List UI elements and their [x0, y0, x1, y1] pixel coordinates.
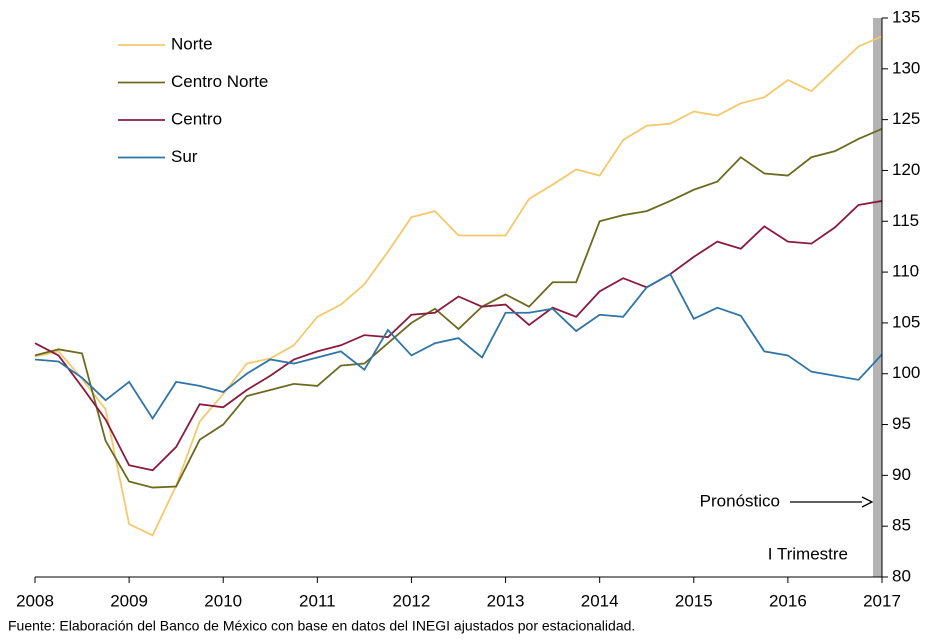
y-tick-label: 120 [892, 160, 920, 179]
x-tick-label: 2010 [204, 591, 242, 610]
x-tick-label: 2016 [769, 591, 807, 610]
y-tick-label: 115 [892, 211, 919, 230]
x-tick-label: 2014 [581, 591, 619, 610]
series-line [34, 127, 883, 489]
annotation: Pronóstico [700, 491, 780, 510]
y-tick-label: 135 [892, 7, 920, 26]
series-line [34, 200, 883, 472]
y-tick-label: 105 [892, 312, 920, 331]
legend-label: Centro Norte [171, 72, 268, 91]
y-tick-label: 100 [892, 363, 920, 382]
y-tick-label: 95 [892, 414, 911, 433]
forecast-band [873, 18, 882, 577]
arrow-head [861, 496, 874, 508]
x-tick-label: 2009 [110, 591, 148, 610]
x-tick-label: 2017 [863, 591, 901, 610]
x-tick-label: 2013 [487, 591, 525, 610]
y-tick-label: 80 [892, 566, 911, 585]
y-tick-label: 130 [892, 58, 920, 77]
x-tick-label: 2015 [675, 591, 713, 610]
legend-label: Norte [171, 34, 213, 53]
y-tick-label: 85 [892, 516, 911, 535]
series-line [34, 272, 883, 421]
y-tick-label: 110 [892, 262, 919, 281]
annotation: I Trimestre [768, 544, 848, 563]
legend-label: Centro [171, 109, 222, 128]
x-tick-label: 2011 [299, 591, 336, 610]
x-tick-label: 2012 [393, 591, 431, 610]
legend-label: Sur [171, 147, 198, 166]
y-tick-label: 90 [892, 465, 911, 484]
y-tick-label: 125 [892, 109, 920, 128]
source-note: Fuente: Elaboración del Banco de México … [8, 618, 635, 634]
x-tick-label: 2008 [16, 591, 54, 610]
